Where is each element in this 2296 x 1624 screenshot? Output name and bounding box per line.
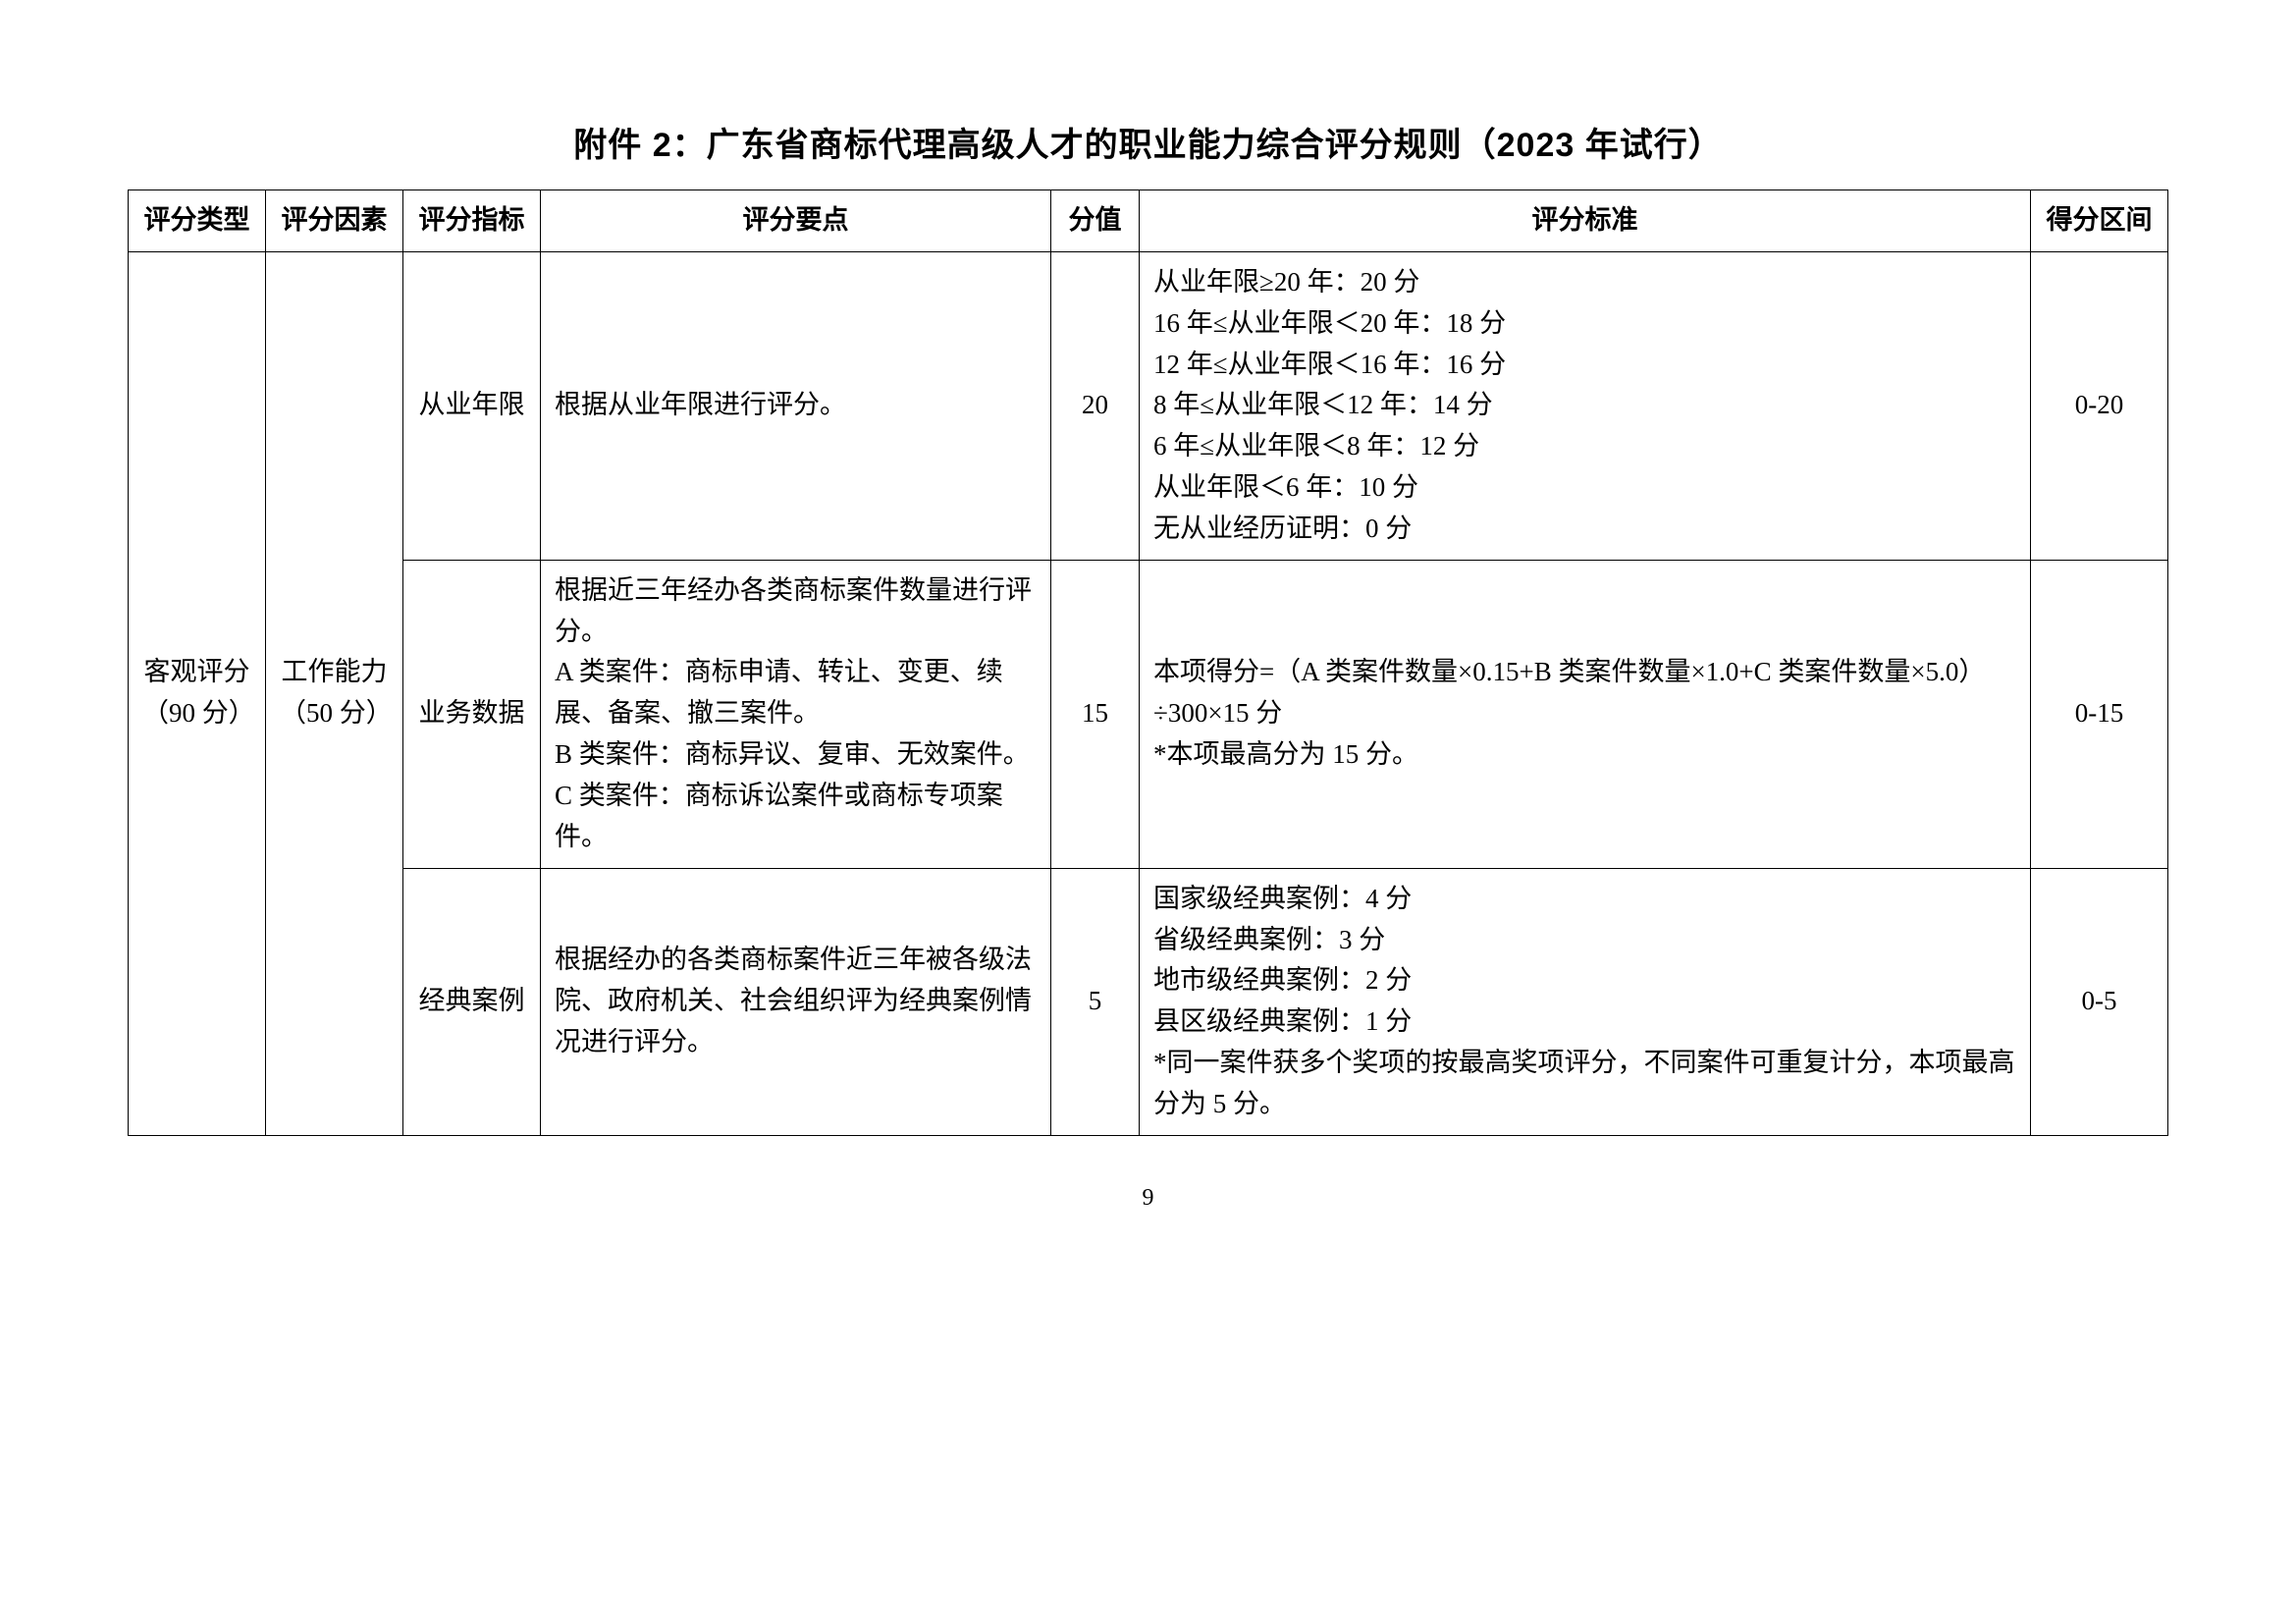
cell-score: 20 [1051, 251, 1140, 560]
document-page: 附件 2：广东省商标代理高级人才的职业能力综合评分规则（2023 年试行） 评分… [0, 0, 2296, 1271]
cell-points: 根据近三年经办各类商标案件数量进行评分。 A 类案件：商标申请、转让、变更、续展… [541, 560, 1051, 868]
cell-points: 根据从业年限进行评分。 [541, 251, 1051, 560]
cell-range: 0-15 [2031, 560, 2168, 868]
cell-score: 5 [1051, 868, 1140, 1135]
cell-metric: 从业年限 [403, 251, 541, 560]
header-standard: 评分标准 [1140, 190, 2031, 252]
table-header-row: 评分类型 评分因素 评分指标 评分要点 分值 评分标准 得分区间 [129, 190, 2168, 252]
page-title: 附件 2：广东省商标代理高级人才的职业能力综合评分规则（2023 年试行） [128, 118, 2168, 166]
header-type: 评分类型 [129, 190, 266, 252]
header-score: 分值 [1051, 190, 1140, 252]
cell-range: 0-20 [2031, 251, 2168, 560]
table-row: 业务数据 根据近三年经办各类商标案件数量进行评分。 A 类案件：商标申请、转让、… [129, 560, 2168, 868]
cell-points: 根据经办的各类商标案件近三年被各级法院、政府机关、社会组织评为经典案例情况进行评… [541, 868, 1051, 1135]
header-metric: 评分指标 [403, 190, 541, 252]
header-range: 得分区间 [2031, 190, 2168, 252]
header-factor: 评分因素 [266, 190, 403, 252]
table-row: 客观评分 （90 分） 工作能力 （50 分） 从业年限 根据从业年限进行评分。… [129, 251, 2168, 560]
cell-range: 0-5 [2031, 868, 2168, 1135]
cell-metric: 业务数据 [403, 560, 541, 868]
page-number: 9 [128, 1185, 2168, 1212]
cell-factor: 工作能力 （50 分） [266, 251, 403, 1135]
table-row: 经典案例 根据经办的各类商标案件近三年被各级法院、政府机关、社会组织评为经典案例… [129, 868, 2168, 1135]
header-points: 评分要点 [541, 190, 1051, 252]
cell-metric: 经典案例 [403, 868, 541, 1135]
cell-type: 客观评分 （90 分） [129, 251, 266, 1135]
cell-score: 15 [1051, 560, 1140, 868]
scoring-table: 评分类型 评分因素 评分指标 评分要点 分值 评分标准 得分区间 客观评分 （9… [128, 189, 2168, 1136]
cell-standard: 国家级经典案例：4 分 省级经典案例：3 分 地市级经典案例：2 分 县区级经典… [1140, 868, 2031, 1135]
cell-standard: 从业年限≥20 年：20 分 16 年≤从业年限＜20 年：18 分 12 年≤… [1140, 251, 2031, 560]
cell-standard: 本项得分=（A 类案件数量×0.15+B 类案件数量×1.0+C 类案件数量×5… [1140, 560, 2031, 868]
